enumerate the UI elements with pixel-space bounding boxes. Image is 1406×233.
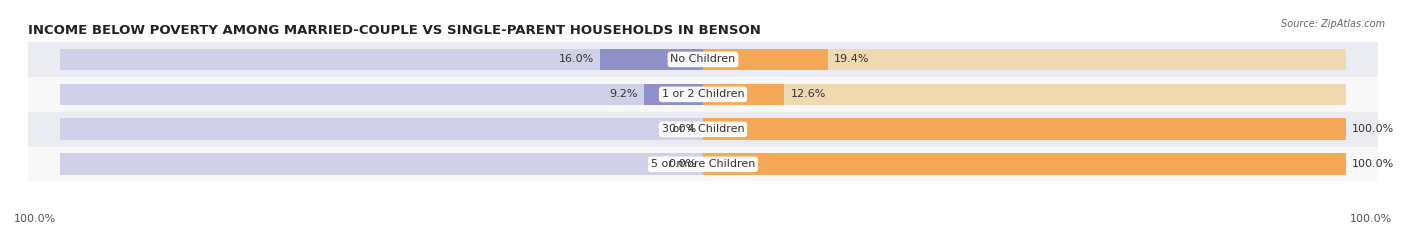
Text: INCOME BELOW POVERTY AMONG MARRIED-COUPLE VS SINGLE-PARENT HOUSEHOLDS IN BENSON: INCOME BELOW POVERTY AMONG MARRIED-COUPL… <box>28 24 761 37</box>
Bar <box>60 84 703 105</box>
Bar <box>703 154 1346 175</box>
Bar <box>703 84 785 105</box>
Text: No Children: No Children <box>671 55 735 64</box>
Text: 0.0%: 0.0% <box>668 124 696 134</box>
Bar <box>703 118 1346 140</box>
Text: 16.0%: 16.0% <box>558 55 593 64</box>
Bar <box>703 49 828 70</box>
Text: 9.2%: 9.2% <box>609 89 637 99</box>
Text: 100.0%: 100.0% <box>1353 159 1395 169</box>
Text: Source: ZipAtlas.com: Source: ZipAtlas.com <box>1281 19 1385 29</box>
Bar <box>703 84 1346 105</box>
Text: 1 or 2 Children: 1 or 2 Children <box>662 89 744 99</box>
Text: 100.0%: 100.0% <box>1353 124 1395 134</box>
Bar <box>28 147 1378 182</box>
Bar <box>28 77 1378 112</box>
Text: 3 or 4 Children: 3 or 4 Children <box>662 124 744 134</box>
Bar <box>703 118 1346 140</box>
Bar <box>703 154 1346 175</box>
Text: 100.0%: 100.0% <box>1350 214 1392 224</box>
Text: 19.4%: 19.4% <box>834 55 870 64</box>
Text: 0.0%: 0.0% <box>668 159 696 169</box>
Text: 12.6%: 12.6% <box>790 89 825 99</box>
Bar <box>60 154 703 175</box>
Bar <box>644 84 703 105</box>
Text: 100.0%: 100.0% <box>14 214 56 224</box>
Bar <box>28 112 1378 147</box>
Bar <box>60 118 703 140</box>
Bar <box>28 42 1378 77</box>
Text: 5 or more Children: 5 or more Children <box>651 159 755 169</box>
Bar <box>600 49 703 70</box>
Bar <box>60 49 703 70</box>
Bar <box>703 49 1346 70</box>
